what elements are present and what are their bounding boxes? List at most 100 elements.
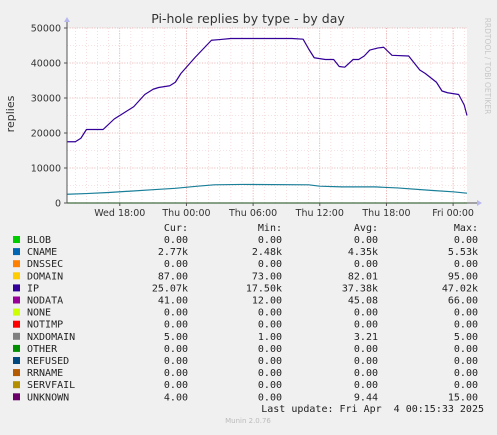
- legend-swatch: [13, 369, 20, 377]
- legend-name: NODATA: [27, 296, 63, 307]
- x-axis-arrow: [477, 200, 482, 206]
- legend-value-avg: 9.44: [354, 392, 378, 403]
- legend-swatch: [13, 393, 20, 401]
- legend-swatch: [13, 248, 20, 256]
- legend-swatch: [13, 381, 20, 389]
- legend-name: CNAME: [27, 247, 57, 258]
- legend-value-avg: 4.35k: [348, 247, 378, 258]
- y-tick-label: 10000: [31, 164, 61, 175]
- legend-value-avg: 0.00: [354, 320, 378, 331]
- series-line-ip: [67, 37, 468, 143]
- legend-row: NOTIMP 0.00 0.00 0.00 0.00: [13, 320, 478, 331]
- legend-row: IP 25.07k 17.50k 37.38k 47.02k: [13, 283, 478, 294]
- y-tick-label: 30000: [31, 94, 61, 105]
- legend-row: NODATA 41.00 12.00 45.08 66.00: [13, 296, 478, 307]
- legend-value-max: 5.00: [454, 332, 478, 343]
- legend-value-max: 95.00: [448, 271, 478, 282]
- legend-name: BLOB: [27, 235, 51, 246]
- legend-name: SERVFAIL: [27, 380, 75, 391]
- legend-swatch: [13, 308, 20, 316]
- legend-value-cur: 0.00: [164, 235, 188, 246]
- last-update: Last update: Fri Apr 4 00:15:33 2025: [261, 404, 484, 415]
- legend-value-cur: 25.07k: [152, 283, 188, 294]
- legend-swatch: [13, 296, 20, 304]
- legend-name: DNSSEC: [27, 259, 63, 270]
- chart-title: Pi-hole replies by type - by day: [151, 11, 345, 26]
- x-tick-label: Thu 00:00: [161, 208, 210, 219]
- legend-value-cur: 5.00: [164, 332, 188, 343]
- legend-value-cur: 0.00: [164, 320, 188, 331]
- legend-value-min: 12.00: [252, 296, 282, 307]
- y-axis-label: replies: [4, 95, 17, 132]
- legend-value-avg: 0.00: [354, 344, 378, 355]
- legend-value-max: 0.00: [454, 235, 478, 246]
- y-tick-label: 40000: [31, 59, 61, 70]
- legend-value-max: 47.02k: [442, 283, 478, 294]
- x-tick-label: Wed 18:00: [94, 208, 145, 219]
- legend-value-max: 66.00: [448, 296, 478, 307]
- legend-name: NXDOMAIN: [27, 332, 75, 343]
- legend-value-min: 17.50k: [246, 283, 282, 294]
- legend-value-max: 0.00: [454, 259, 478, 270]
- legend-value-max: 0.00: [454, 320, 478, 331]
- legend-row: NXDOMAIN 5.00 1.00 3.21 5.00: [13, 332, 478, 343]
- x-tick-label: Thu 18:00: [361, 208, 410, 219]
- legend-swatch: [13, 320, 20, 328]
- legend-swatch: [13, 344, 20, 352]
- legend-swatch: [13, 284, 20, 292]
- legend-value-avg: 45.08: [348, 296, 378, 307]
- legend-header-min: Min:: [258, 223, 282, 234]
- legend-row: CNAME 2.77k 2.48k 4.35k 5.53k: [13, 247, 478, 258]
- legend-row: BLOB 0.00 0.00 0.00 0.00: [13, 235, 478, 246]
- legend-value-max: 15.00: [448, 392, 478, 403]
- legend-value-min: 73.00: [252, 271, 282, 282]
- legend-name: RRNAME: [27, 368, 63, 379]
- legend-value-cur: 0.00: [164, 380, 188, 391]
- legend-value-cur: 0.00: [164, 259, 188, 270]
- legend-name: IP: [27, 283, 39, 294]
- legend-value-min: 0.00: [258, 320, 282, 331]
- legend-value-avg: 0.00: [354, 380, 378, 391]
- legend-row: NONE 0.00 0.00 0.00 0.00: [13, 308, 478, 319]
- legend-row: DOMAIN 87.00 73.00 82.01 95.00: [13, 271, 478, 282]
- legend-value-min: 2.48k: [252, 247, 282, 258]
- legend-name: NOTIMP: [27, 320, 63, 331]
- y-axis-arrow: [64, 17, 70, 22]
- axes: [64, 17, 482, 206]
- legend-value-cur: 41.00: [158, 296, 188, 307]
- legend-row: UNKNOWN 4.00 0.00 9.44 15.00: [13, 392, 478, 403]
- legend-value-min: 0.00: [258, 344, 282, 355]
- legend-table: Cur: Min: Avg: Max:BLOB 0.00 0.00 0.00 0.00CNAM…: [13, 223, 478, 403]
- x-tick-label: Thu 12:00: [295, 208, 344, 219]
- watermark: RRDTOOL / TOBI OETIKER: [483, 18, 492, 115]
- legend-value-max: 0.00: [454, 368, 478, 379]
- legend-row: RRNAME 0.00 0.00 0.00 0.00: [13, 368, 478, 379]
- legend-name: DOMAIN: [27, 271, 63, 282]
- y-tick-label: 50000: [31, 24, 61, 35]
- legend-value-avg: 82.01: [348, 271, 378, 282]
- legend-swatch: [13, 236, 20, 243]
- legend-header-avg: Avg:: [354, 223, 378, 234]
- legend-value-max: 0.00: [454, 344, 478, 355]
- y-tick-labels: 0 10000 20000 30000 40000 50000: [31, 24, 61, 210]
- legend-value-max: 0.00: [454, 308, 478, 319]
- legend-name: OTHER: [27, 344, 58, 355]
- legend-row: REFUSED 0.00 0.00 0.00 0.00: [13, 356, 478, 367]
- legend-value-min: 0.00: [258, 392, 282, 403]
- y-tick-label: 20000: [31, 129, 61, 140]
- legend-row: SERVFAIL 0.00 0.00 0.00 0.00: [13, 380, 478, 391]
- x-tick-label: Thu 06:00: [228, 208, 277, 219]
- legend-value-min: 0.00: [258, 380, 282, 391]
- legend-value-avg: 3.21: [354, 332, 378, 343]
- series-line-cname: [66, 183, 468, 195]
- x-tick-label: Fri 00:00: [432, 208, 474, 219]
- legend-row: DNSSEC 0.00 0.00 0.00 0.00: [13, 259, 478, 270]
- legend-value-min: 0.00: [258, 235, 282, 246]
- y-tick-label: 0: [55, 199, 61, 210]
- legend-row: OTHER 0.00 0.00 0.00 0.00: [13, 344, 478, 355]
- legend-value-max: 5.53k: [448, 247, 478, 258]
- legend-swatch: [13, 272, 20, 280]
- grid: [67, 27, 467, 204]
